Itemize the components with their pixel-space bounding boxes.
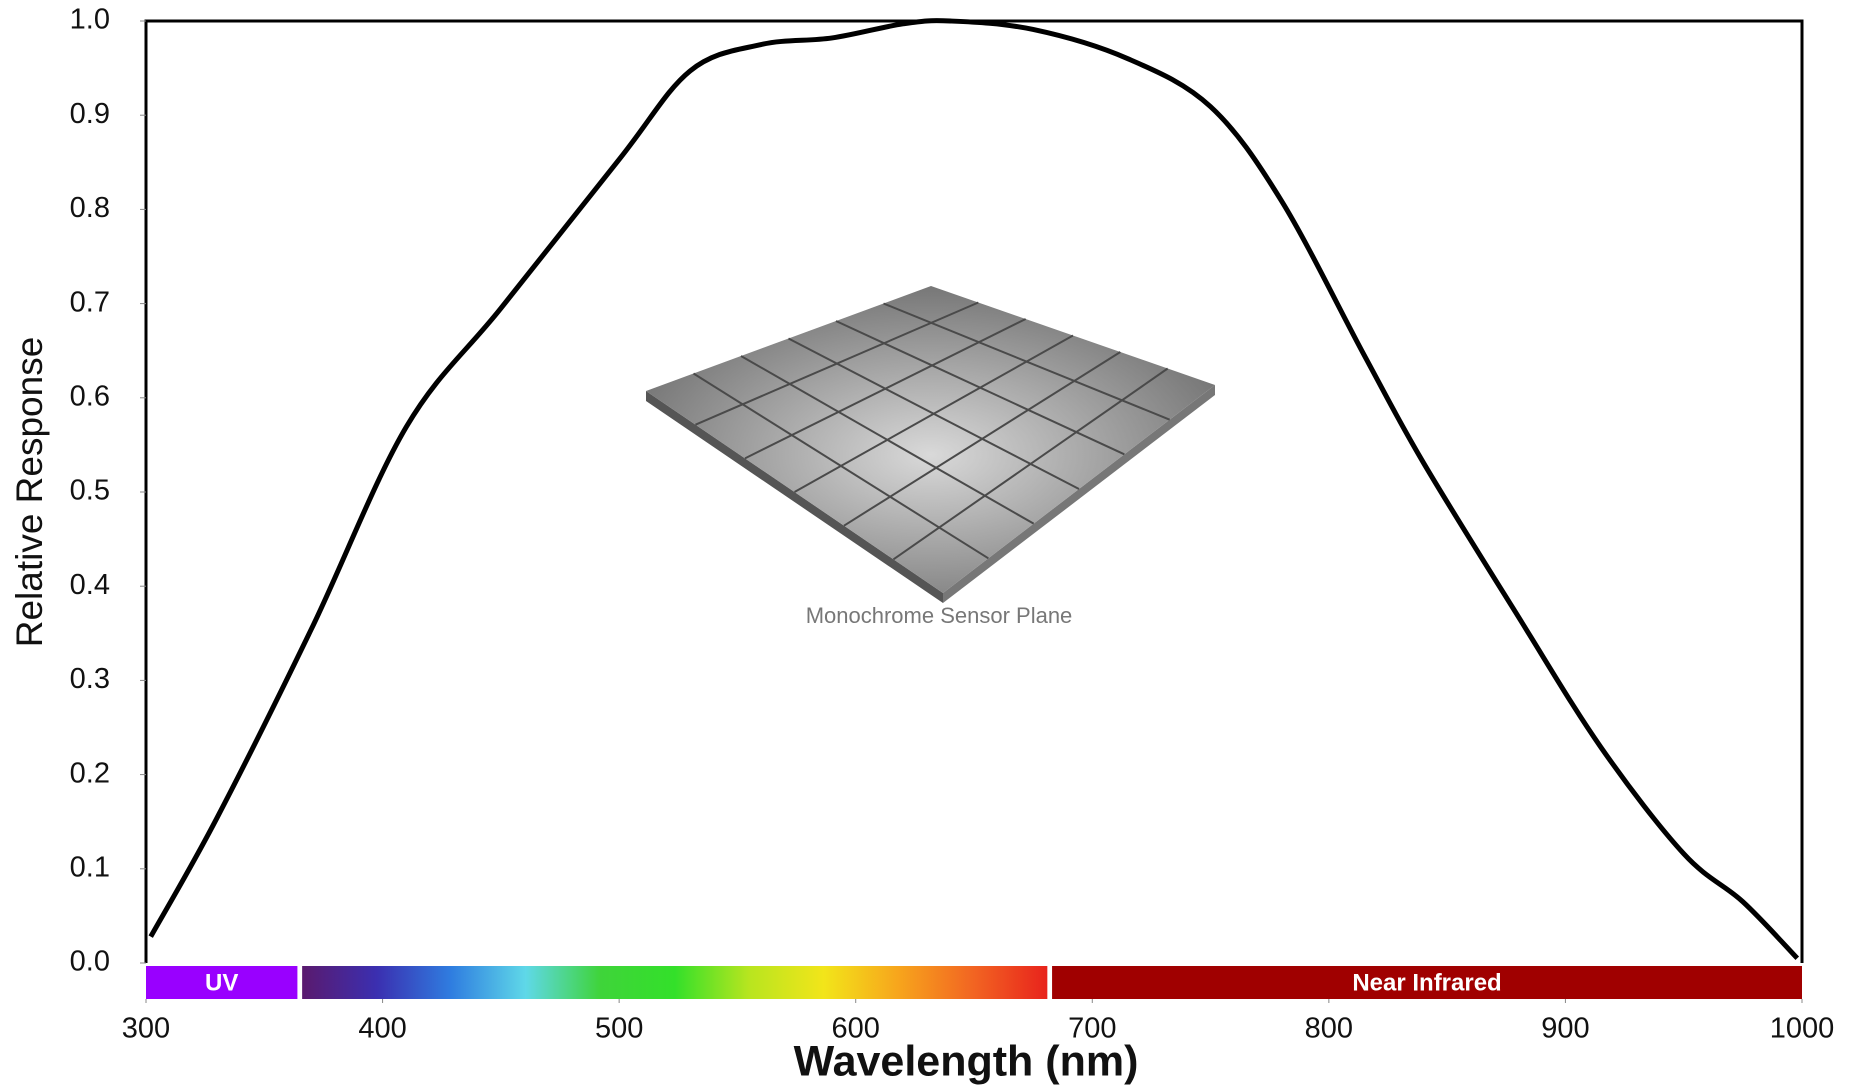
y-tick-label: 0.3	[70, 663, 110, 695]
y-tick-label: 0.8	[70, 192, 110, 224]
sensor-illustration	[646, 286, 1215, 603]
y-tick-label: 0.2	[70, 757, 110, 789]
x-tick-label: 500	[595, 1013, 643, 1045]
spectrum-band	[302, 966, 1047, 999]
y-tick-label: 0.0	[70, 946, 110, 978]
y-tick-label: 0.7	[70, 286, 110, 318]
x-tick-label: 700	[1068, 1013, 1116, 1045]
chart: Monochrome Sensor Plane Relative Respons…	[0, 0, 1858, 1089]
y-tick-label: 0.1	[70, 851, 110, 883]
y-tick-label: 0.9	[70, 98, 110, 130]
x-tick-label: 400	[358, 1013, 406, 1045]
y-tick-label: 1.0	[70, 4, 110, 36]
y-tick-label: 0.6	[70, 380, 110, 412]
x-tick-label: 600	[832, 1013, 880, 1045]
band-label: UV	[205, 969, 238, 996]
y-tick-label: 0.5	[70, 475, 110, 507]
x-tick-label: 800	[1305, 1013, 1353, 1045]
y-axis-label: Relative Response	[9, 337, 50, 648]
y-tick-label: 0.4	[70, 569, 110, 601]
x-tick-label: 300	[122, 1013, 170, 1045]
x-tick-label: 1000	[1770, 1013, 1835, 1045]
annotation: Monochrome Sensor Plane	[806, 603, 1073, 628]
band-label: Near Infrared	[1352, 969, 1501, 996]
x-tick-label: 900	[1541, 1013, 1589, 1045]
